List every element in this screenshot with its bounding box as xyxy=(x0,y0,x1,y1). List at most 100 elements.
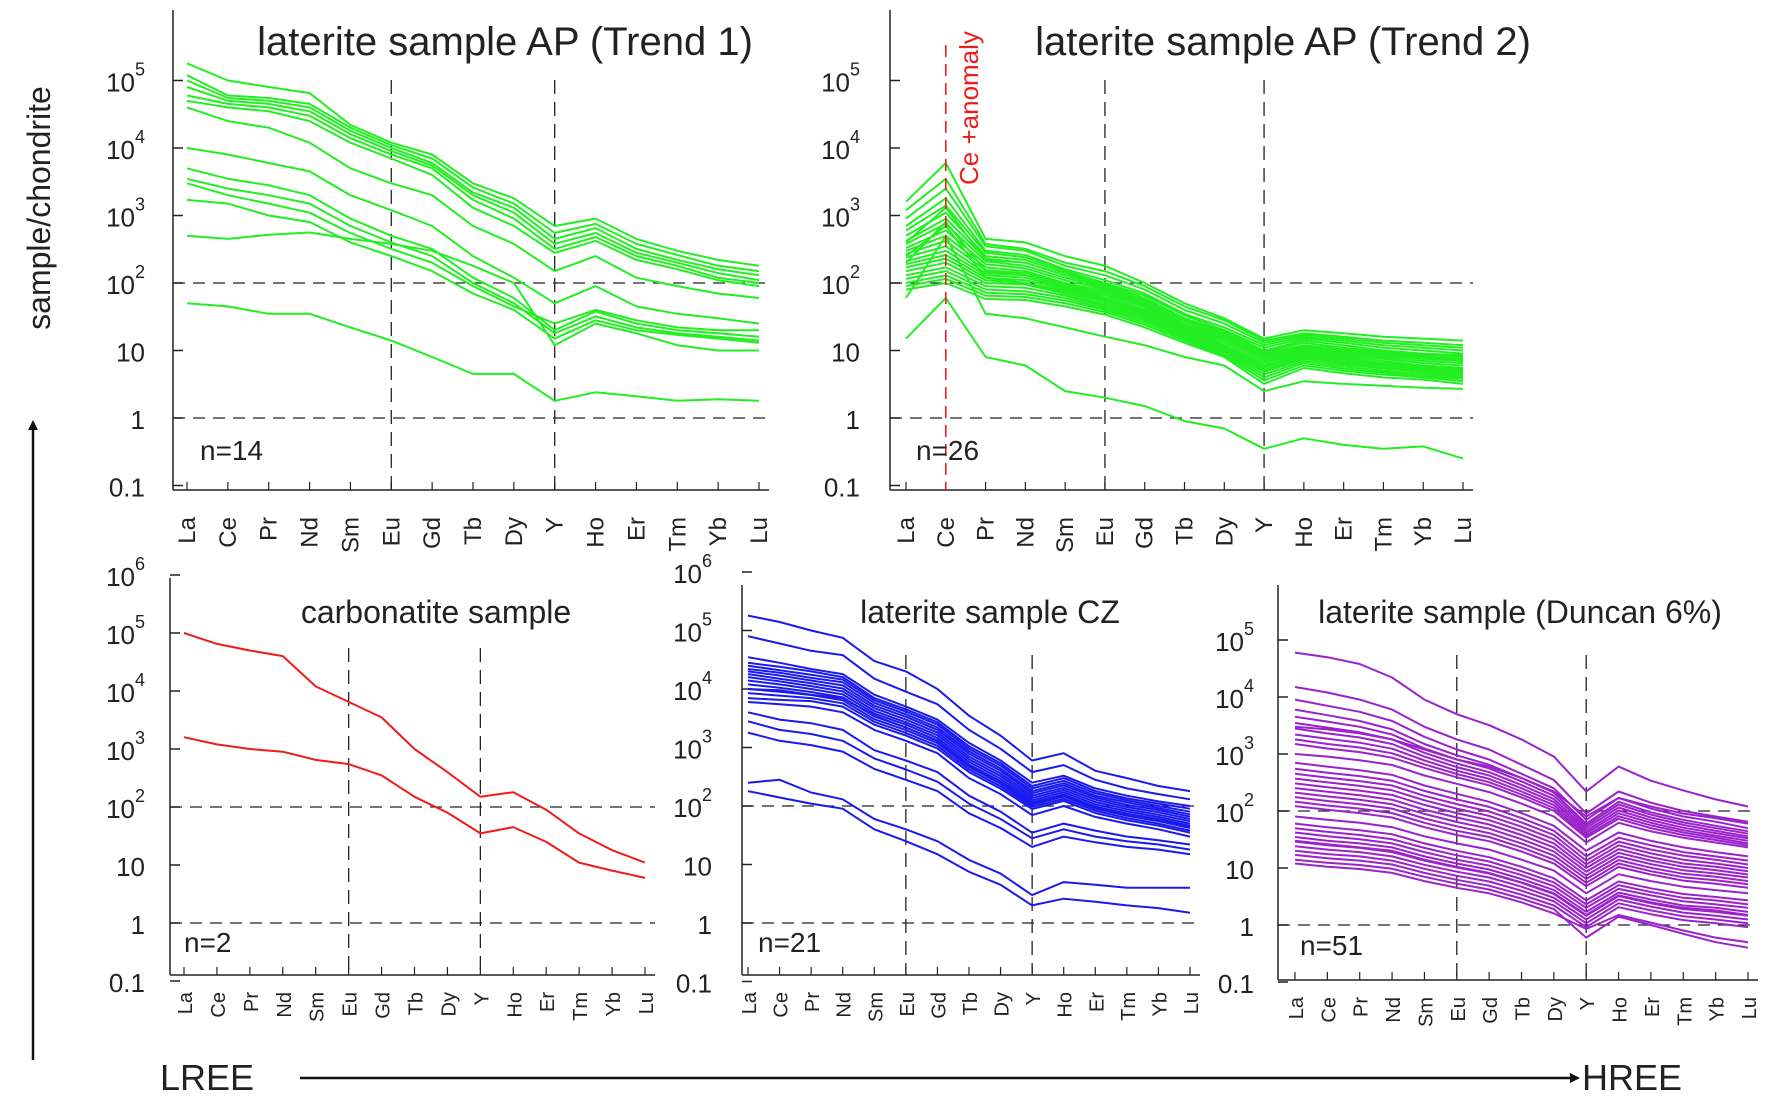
x-tick-label-y: Y xyxy=(1251,517,1278,533)
x-tick-label-yb: Yb xyxy=(1707,997,1729,1021)
panel-n-label: n=51 xyxy=(1300,930,1363,961)
series-line-z16 xyxy=(747,711,1191,846)
x-tick-label-dy: Dy xyxy=(1211,517,1238,546)
y-tick-label: 1 xyxy=(1240,912,1254,942)
y-tick-label: 102 xyxy=(673,785,712,823)
x-tick-label-tb: Tb xyxy=(1172,517,1199,545)
x-tick-label-sm: Sm xyxy=(1052,517,1079,553)
x-tick-label-lu: Lu xyxy=(636,992,658,1014)
panel-carbonatite: 0.1 1 10 102 103 104 105 106 La Ce Pr Nd Sm Eu Gd Tb Dy Y… xyxy=(106,554,658,1022)
series-line-s9 xyxy=(186,167,760,338)
x-tick-label-sm: Sm xyxy=(865,992,887,1022)
series-line-d13 xyxy=(1294,772,1749,866)
series-line-d10 xyxy=(1294,743,1749,847)
series-line-s13 xyxy=(186,302,760,402)
y-tick-label: 106 xyxy=(673,551,712,589)
series-line-z1 xyxy=(747,614,1191,793)
panel-duncan: 0.1 1 10 102 103 104 105 La Ce Pr Nd Sm Eu Gd Tb Dy Y Ho E… xyxy=(1215,585,1761,1027)
y-tick-label: 105 xyxy=(1215,619,1254,657)
x-tick-label-tm: Tm xyxy=(1674,997,1696,1026)
series-line-d18 xyxy=(1294,796,1749,883)
x-tick-label-er: Er xyxy=(1642,997,1664,1017)
x-tick-label-nd: Nd xyxy=(1012,517,1039,548)
y-tick-label: 0.1 xyxy=(1218,969,1254,999)
series-line-t4 xyxy=(905,197,1464,352)
y-tick-label: 10 xyxy=(1225,855,1254,885)
y-tick-label: 102 xyxy=(106,262,145,300)
series-line-d1 xyxy=(1294,651,1749,808)
x-tick-label-y: Y xyxy=(471,992,493,1005)
x-tick-label-gd: Gd xyxy=(373,992,395,1019)
y-tick-label: 104 xyxy=(673,668,712,706)
series-line-z13 xyxy=(747,692,1191,832)
x-tick-label-dy: Dy xyxy=(1545,997,1567,1021)
series-line-t10 xyxy=(905,234,1464,365)
y-tick-label: 0.1 xyxy=(824,473,860,503)
x-tick-label-gd: Gd xyxy=(419,517,446,549)
y-tick-label: 10 xyxy=(116,338,145,368)
y-tick-label: 102 xyxy=(1215,790,1254,828)
series-line-t25 xyxy=(905,234,1464,393)
y-tick-label: 105 xyxy=(821,60,860,98)
series-line-s1 xyxy=(186,62,760,267)
series-line-d17 xyxy=(1294,791,1749,879)
series-line-t12 xyxy=(905,245,1464,369)
series-line-s11 xyxy=(186,198,760,344)
series-line-t3 xyxy=(905,187,1464,349)
series-line-t17 xyxy=(905,266,1464,377)
series-line-d11 xyxy=(1294,761,1749,858)
x-tick-label-yb: Yb xyxy=(1410,517,1437,546)
x-tick-label-y: Y xyxy=(1577,997,1599,1010)
x-tick-label-tm: Tm xyxy=(1370,517,1397,552)
x-tick-label-la: La xyxy=(174,516,201,543)
x-tick-label-y: Y xyxy=(1023,992,1045,1005)
series-line-z2 xyxy=(747,635,1191,801)
x-tick-label-ho: Ho xyxy=(1055,992,1077,1018)
series-line-t1 xyxy=(905,162,1464,342)
x-tick-label-pr: Pr xyxy=(802,992,824,1012)
y-tick-label: 103 xyxy=(821,195,860,233)
series-line-d33 xyxy=(1294,815,1749,895)
lree-label: LREE xyxy=(160,1057,254,1098)
series-line-d9 xyxy=(1294,738,1749,845)
series-line-c2 xyxy=(183,736,646,879)
x-tick-label-tb: Tb xyxy=(406,992,428,1015)
series-line-d16 xyxy=(1294,787,1749,876)
y-tick-label: 103 xyxy=(106,195,145,233)
y-tick-label: 102 xyxy=(821,262,860,300)
panel-title: laterite sample AP (Trend 1) xyxy=(257,20,753,64)
series-line-d5 xyxy=(1294,715,1749,835)
x-tick-label-ho: Ho xyxy=(1291,517,1318,548)
x-tick-label-yb: Yb xyxy=(1149,992,1171,1016)
panel-title: laterite sample CZ xyxy=(860,594,1120,630)
x-tick-label-lu: Lu xyxy=(1181,992,1203,1014)
x-tick-label-er: Er xyxy=(1086,992,1108,1012)
series-line-d22 xyxy=(1294,827,1749,906)
x-tick-label-nd: Nd xyxy=(274,992,296,1018)
x-tick-label-er: Er xyxy=(1331,517,1358,541)
x-tick-label-yb: Yb xyxy=(603,992,625,1016)
panel-title: laterite sample AP (Trend 2) xyxy=(1035,20,1531,64)
y-tick-label: 105 xyxy=(106,60,145,98)
series-line-d7 xyxy=(1294,727,1749,840)
x-tick-label-lu: Lu xyxy=(746,517,773,544)
series-line-z21 xyxy=(747,688,1191,828)
x-tick-label-tb: Tb xyxy=(1513,997,1535,1020)
y-tick-label: 103 xyxy=(106,728,145,766)
y-tick-label: 106 xyxy=(106,554,145,592)
y-tick-label: 104 xyxy=(1215,676,1254,714)
x-tick-label-pr: Pr xyxy=(1351,997,1373,1017)
series-line-d32 xyxy=(1294,753,1749,849)
x-tick-label-eu: Eu xyxy=(378,517,405,546)
x-tick-label-sm: Sm xyxy=(307,992,329,1022)
x-tick-label-tm: Tm xyxy=(664,517,691,552)
x-tick-label-er: Er xyxy=(623,517,650,541)
x-tick-label-tb: Tb xyxy=(960,992,982,1015)
x-tick-label-ce: Ce xyxy=(933,517,960,548)
panel-title: laterite sample (Duncan 6%) xyxy=(1318,594,1722,630)
series-line-z14 xyxy=(747,697,1191,834)
hree-label: HREE xyxy=(1582,1057,1682,1098)
y-tick-label: 10 xyxy=(831,338,860,368)
series-line-d12 xyxy=(1294,767,1749,862)
x-tick-label-lu: Lu xyxy=(1450,517,1477,544)
